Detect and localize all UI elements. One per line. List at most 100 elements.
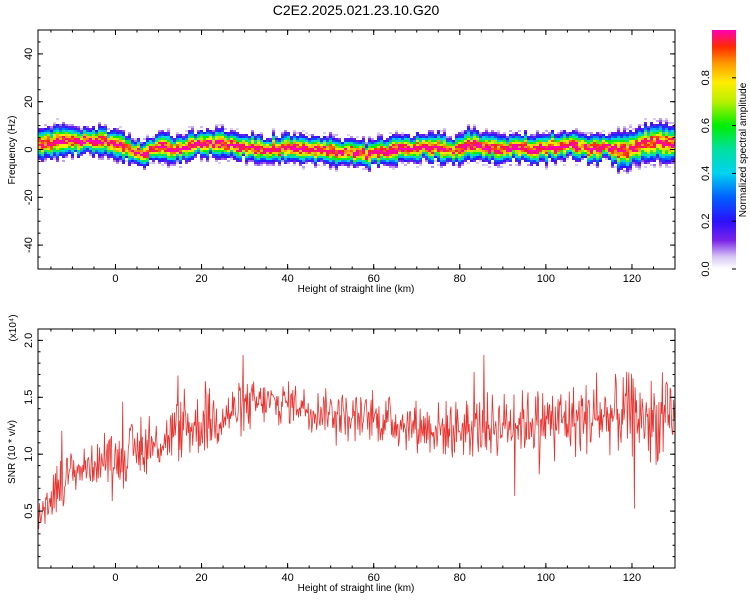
spectrogram-cell (221, 154, 224, 156)
spectrogram-cell (395, 136, 398, 138)
spectrogram-cell (77, 136, 80, 138)
spectrogram-cell (419, 144, 422, 146)
spectrogram-cell (566, 140, 569, 142)
spectrogram-cell (410, 138, 413, 140)
spectrogram-cell (164, 136, 167, 138)
spectrogram-cell (179, 136, 182, 138)
spectrogram-cell (161, 142, 164, 144)
spectrogram-cell (164, 152, 167, 154)
spectrogram-cell (116, 156, 119, 158)
spectrogram-cell (359, 154, 362, 156)
spectrogram-cell (200, 134, 203, 136)
spectrogram-cell (497, 164, 500, 166)
spectrogram-cell (278, 158, 281, 160)
spectrogram-cell (323, 140, 326, 142)
spectrogram-cell (170, 150, 173, 152)
spectrogram-cell (512, 132, 515, 134)
spectrogram-cell (437, 140, 440, 142)
spectrogram-cell (482, 164, 485, 166)
spectrogram-cell (479, 156, 482, 158)
spectrogram-cell (38, 140, 41, 142)
spectrogram-cell (131, 156, 134, 158)
spectrogram-cell (140, 154, 143, 156)
spectrogram-cell (272, 146, 275, 148)
spectrogram-cell (104, 138, 107, 140)
spectrogram-cell (206, 150, 209, 152)
spectrogram-cell (365, 156, 368, 158)
spectrogram-cell (401, 134, 404, 136)
spectrogram-cell (200, 140, 203, 142)
spectrogram-cell (218, 152, 221, 154)
spectrogram-cell (476, 150, 479, 152)
spectrogram-cell (260, 162, 263, 164)
spectrogram-cell (155, 138, 158, 140)
spectrogram-cell (407, 146, 410, 148)
spectrogram-cell (479, 140, 482, 142)
spectrogram-cell (650, 134, 653, 136)
spectrogram-cell (557, 146, 560, 148)
spectrogram-cell (671, 128, 674, 130)
spectrogram-cell (638, 132, 641, 134)
spectrogram-x-tick-label: 60 (368, 273, 380, 285)
spectrogram-cell (584, 154, 587, 156)
spectrogram-cell (179, 144, 182, 146)
spectrogram-cell (317, 150, 320, 152)
spectrogram-cell (320, 156, 323, 158)
spectrogram-cell (398, 134, 401, 136)
spectrogram-cell (293, 160, 296, 162)
spectrogram-cell (83, 130, 86, 132)
spectrogram-cell (506, 140, 509, 142)
spectrogram-cell (353, 164, 356, 166)
spectrogram-cell (59, 132, 62, 134)
spectrogram-cell (38, 154, 41, 156)
spectrogram-cell (659, 128, 662, 130)
spectrogram-cell (65, 148, 68, 150)
spectrogram-cell (113, 154, 116, 156)
spectrogram-cell (47, 134, 50, 136)
spectrogram-cell (548, 144, 551, 146)
spectrogram-cell (392, 156, 395, 158)
spectrogram-cell (299, 154, 302, 156)
spectrogram-cell (170, 146, 173, 148)
spectrogram-cell (491, 136, 494, 138)
spectrogram-cell (317, 152, 320, 154)
spectrogram-cell (110, 134, 113, 136)
spectrogram-cell (266, 164, 269, 166)
spectrogram-cell (137, 160, 140, 162)
spectrogram-cell (647, 140, 650, 142)
spectrogram-cell (374, 154, 377, 156)
spectrogram-cell (374, 156, 377, 158)
spectrogram-cell (434, 160, 437, 162)
spectrogram-cell (347, 134, 350, 136)
spectrogram-cell (53, 126, 56, 128)
spectrogram-cell (602, 150, 605, 152)
spectrogram-cell (95, 146, 98, 148)
spectrogram-cell (200, 154, 203, 156)
spectrogram-cell (311, 136, 314, 138)
spectrogram-cell (485, 130, 488, 132)
spectrogram-cell (578, 140, 581, 142)
spectrogram-cell (287, 158, 290, 160)
spectrogram-cell (137, 144, 140, 146)
spectrogram-cell (575, 158, 578, 160)
spectrogram-cell (296, 152, 299, 154)
spectrogram-cell (167, 156, 170, 158)
spectrogram-cell (296, 132, 299, 134)
spectrogram-cell (98, 158, 101, 160)
spectrogram-cell (140, 158, 143, 160)
spectrogram-cell (251, 156, 254, 158)
spectrogram-cell (407, 136, 410, 138)
spectrogram-cell (506, 146, 509, 148)
spectrogram-cell (206, 134, 209, 136)
spectrogram-cell (197, 134, 200, 136)
spectrogram-cell (50, 136, 53, 138)
spectrogram-cell (470, 134, 473, 136)
spectrogram-cell (314, 164, 317, 166)
spectrogram-cell (425, 160, 428, 162)
spectrogram-cell (500, 148, 503, 150)
spectrogram-cell (494, 140, 497, 142)
spectrogram-y-tick-label: 40 (23, 48, 35, 60)
spectrogram-cell (65, 140, 68, 142)
spectrogram-cell (452, 150, 455, 152)
spectrogram-cell (596, 154, 599, 156)
